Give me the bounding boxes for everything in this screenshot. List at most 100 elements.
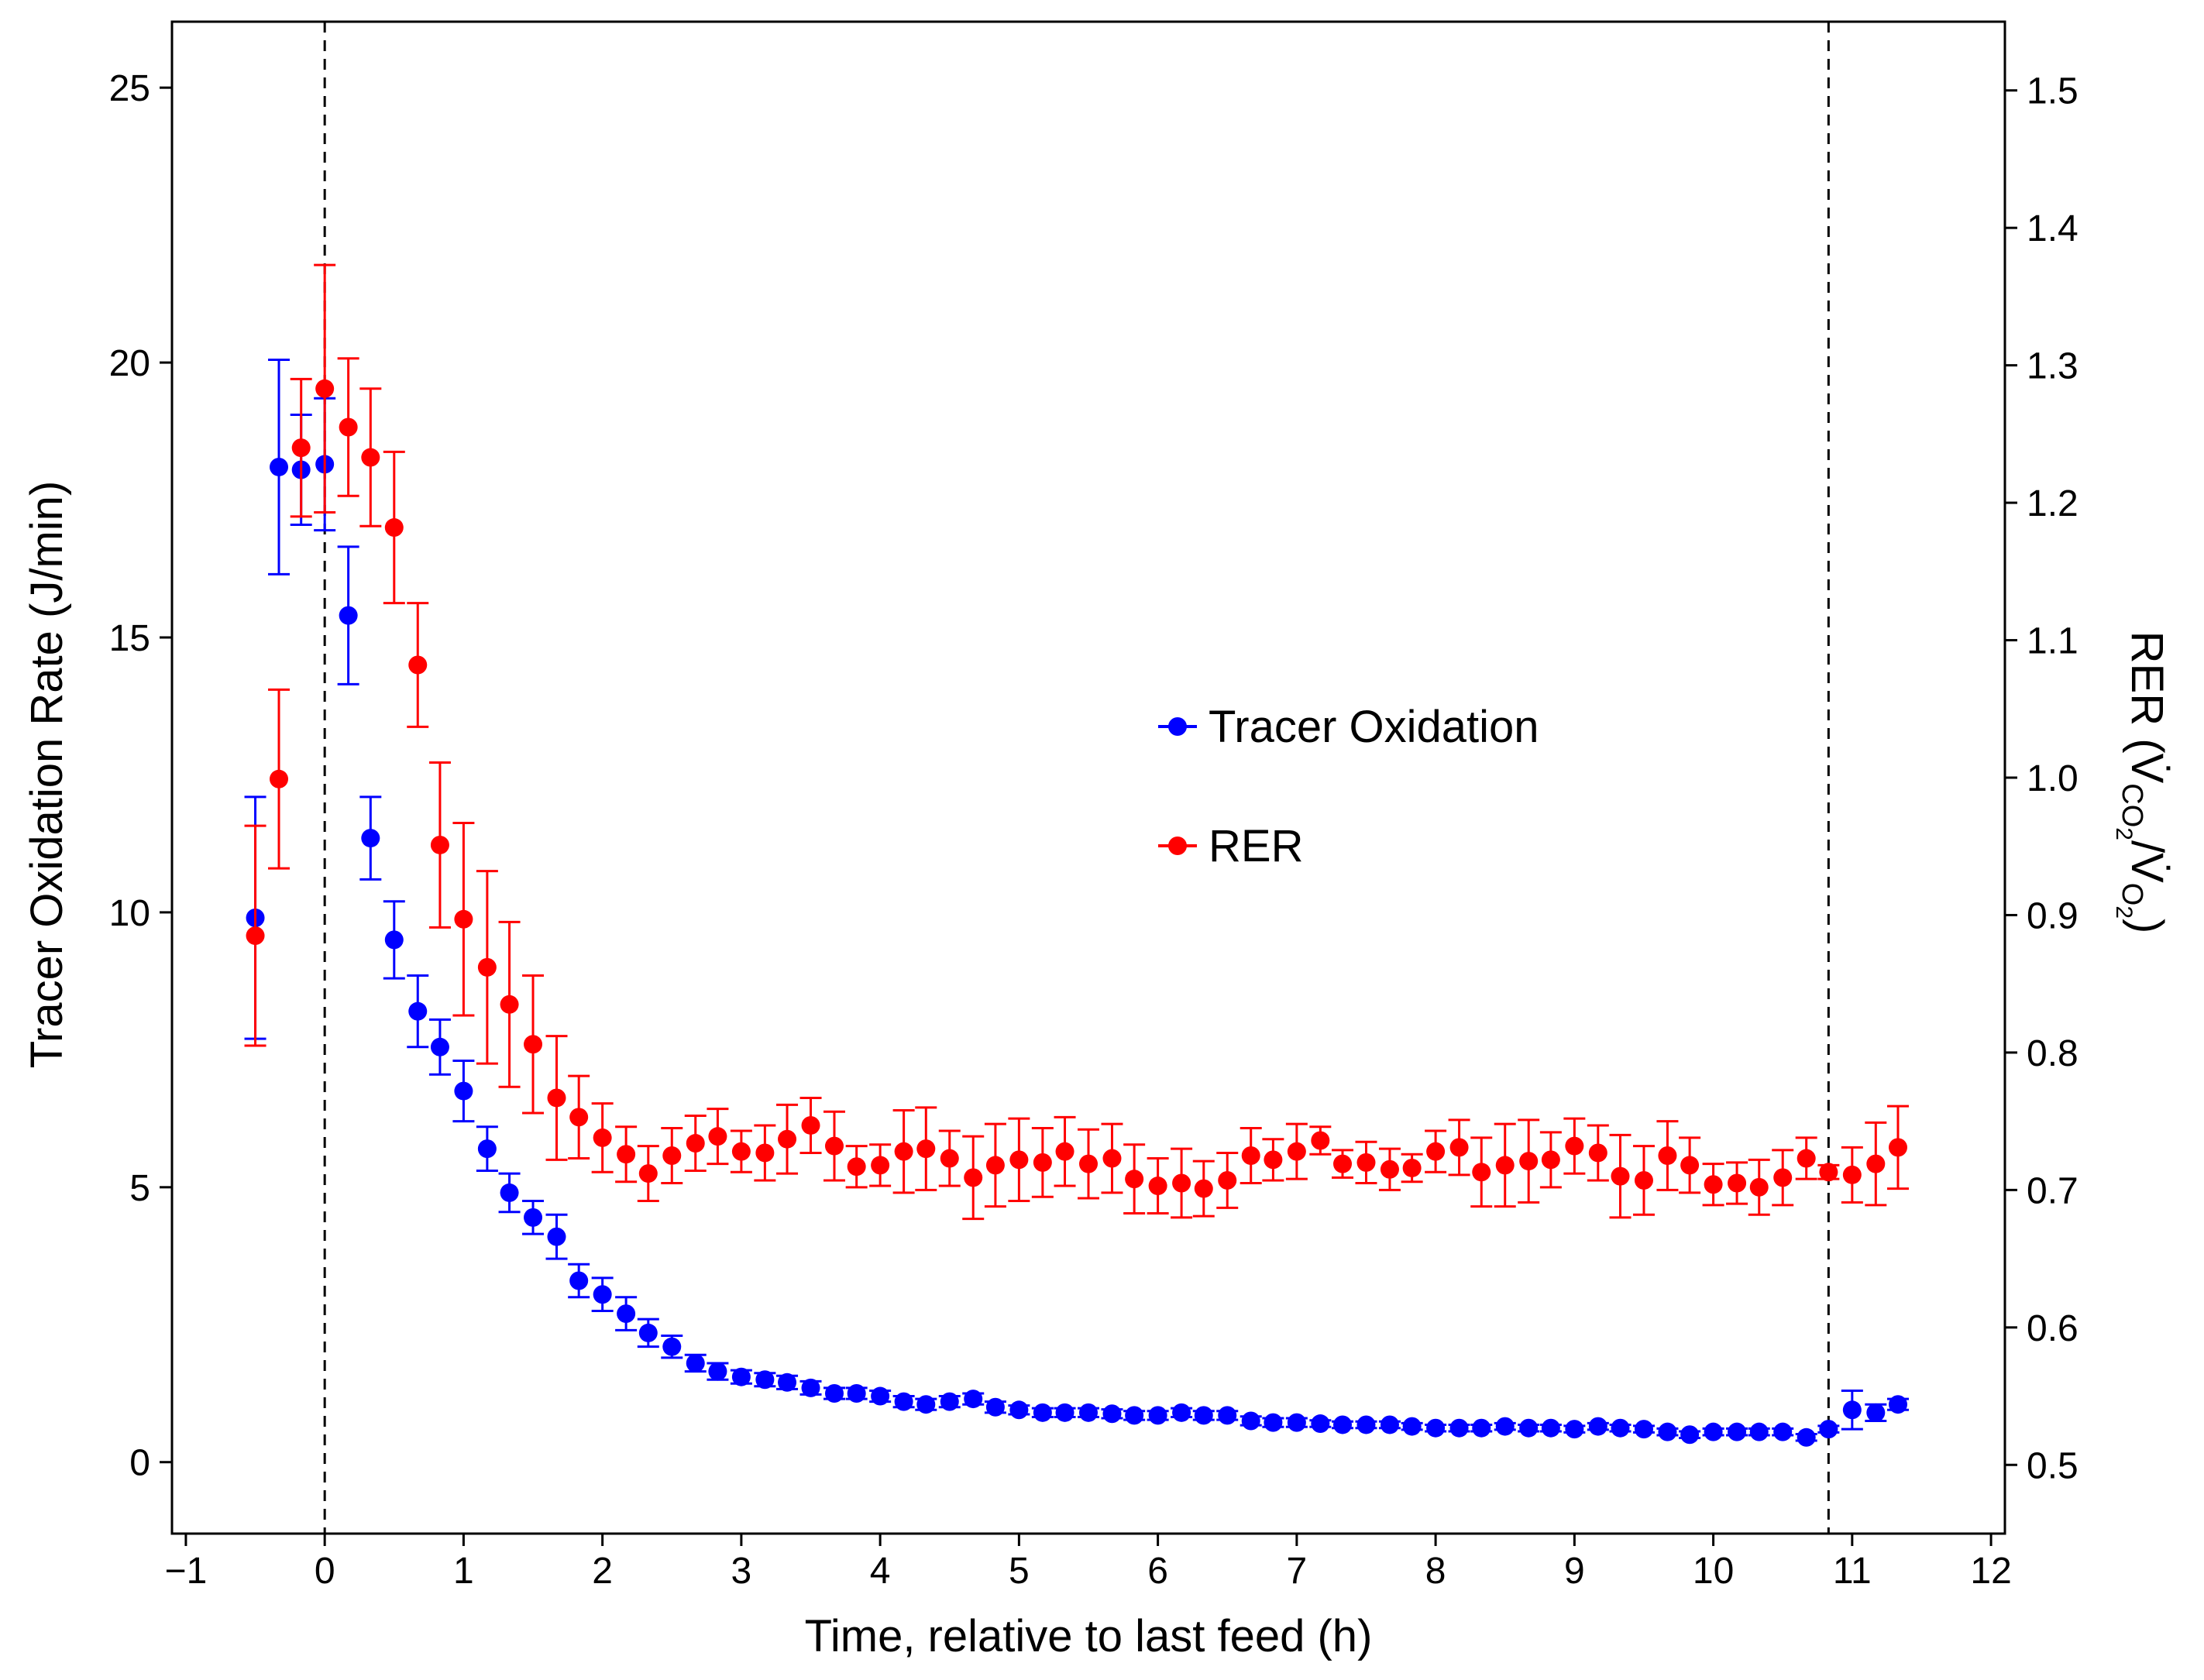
data-point [1541, 1418, 1560, 1438]
data-point [1472, 1418, 1491, 1438]
y-right-tick-label: 0.8 [2027, 1033, 2078, 1074]
data-point [847, 1383, 866, 1403]
x-tick-label: 3 [731, 1551, 752, 1592]
data-point [617, 1304, 636, 1324]
data-point [430, 1037, 449, 1056]
data-point [1728, 1173, 1747, 1193]
legend-label-tracer-oxidation: Tracer Oxidation [1209, 702, 1539, 752]
reference-lines [323, 22, 1830, 1534]
y-right-tick-label: 1.1 [2027, 621, 2078, 662]
data-point [1264, 1413, 1283, 1432]
legend-marker-rer [1168, 837, 1187, 855]
data-point [708, 1362, 727, 1381]
data-point [593, 1128, 612, 1147]
data-point [291, 438, 311, 458]
y-left-tick-label: 15 [109, 618, 150, 659]
x-axis-title: Time, relative to last feed (h) [805, 1611, 1373, 1661]
data-point [430, 835, 449, 854]
data-point [1356, 1415, 1376, 1434]
data-point [315, 379, 335, 398]
data-point [1749, 1177, 1769, 1197]
y-right-tick-label: 0.9 [2027, 895, 2078, 936]
x-tick-label: 6 [1147, 1551, 1168, 1592]
rer-title-v1: V̇ [2122, 754, 2172, 784]
data-point [547, 1227, 566, 1246]
data-point [1588, 1417, 1607, 1436]
x-tick-label: 9 [1564, 1551, 1585, 1592]
data-point [1033, 1153, 1052, 1172]
data-point [477, 1139, 497, 1159]
data-point [1218, 1170, 1237, 1190]
data-point [1079, 1154, 1098, 1173]
y-axis-right: 0.5 0.6 0.7 0.8 0.9 1.0 1.1 1.2 1.3 1.4 1.5 [2005, 71, 2078, 1486]
data-point [940, 1149, 959, 1168]
data-point [1819, 1420, 1838, 1439]
data-point [1426, 1418, 1446, 1438]
y-axis-left: 0 5 10 15 20 25 [109, 68, 172, 1484]
data-point [1680, 1425, 1700, 1445]
data-point [1380, 1415, 1399, 1434]
data-point [686, 1134, 705, 1153]
legend-marker-tracer-oxidation [1168, 717, 1187, 736]
y-right-tick-label: 1.4 [2027, 208, 2078, 249]
data-point [1194, 1179, 1213, 1198]
y-right-tick-label: 1.2 [2027, 483, 2078, 524]
y-right-tick-label: 0.5 [2027, 1445, 2078, 1486]
data-point [270, 769, 289, 788]
data-point [1658, 1422, 1677, 1441]
data-point [1333, 1415, 1353, 1434]
data-point [1102, 1149, 1122, 1168]
data-point [871, 1386, 890, 1406]
data-point [638, 1164, 658, 1184]
data-point [524, 1035, 543, 1054]
data-point [246, 926, 265, 946]
data-point [1148, 1177, 1167, 1196]
data-point [1611, 1418, 1630, 1438]
data-point [1449, 1418, 1469, 1438]
data-point [1588, 1143, 1607, 1163]
data-point [916, 1139, 936, 1159]
data-point [1449, 1138, 1469, 1157]
y-axis-left-title: Tracer Oxidation Rate (J/min) [22, 481, 72, 1069]
data-point [801, 1115, 820, 1135]
data-point [547, 1088, 566, 1108]
series-tracer-oxidation [244, 359, 1909, 1447]
data-point [408, 1001, 428, 1021]
data-point [1148, 1406, 1167, 1425]
data-point [500, 995, 519, 1014]
data-point [361, 829, 380, 848]
data-point [593, 1285, 612, 1304]
data-point [916, 1395, 936, 1414]
data-point [1634, 1420, 1653, 1439]
data-point [1797, 1427, 1816, 1447]
legend-item-tracer-oxidation: Tracer Oxidation [1158, 702, 1539, 752]
legend-label-rer: RER [1209, 821, 1303, 871]
data-point [686, 1353, 705, 1373]
data-point [1773, 1168, 1793, 1187]
data-point [1866, 1403, 1886, 1422]
data-point [1565, 1420, 1584, 1439]
data-point [1125, 1406, 1144, 1425]
data-point [662, 1146, 682, 1165]
y-right-tick-label: 1.3 [2027, 346, 2078, 387]
data-point [755, 1143, 775, 1163]
data-point [731, 1142, 751, 1161]
y-left-tick-label: 10 [109, 893, 150, 934]
data-point [755, 1370, 775, 1390]
y-right-tick-label: 0.7 [2027, 1170, 2078, 1211]
data-point [940, 1392, 959, 1411]
data-point [847, 1157, 866, 1177]
x-tick-label: 8 [1425, 1551, 1446, 1592]
data-point [1218, 1406, 1237, 1425]
data-point [477, 957, 497, 977]
x-tick-label: 7 [1287, 1551, 1308, 1592]
data-point [1866, 1154, 1886, 1173]
data-point [1287, 1413, 1306, 1432]
data-point [1495, 1417, 1515, 1436]
data-point [1264, 1150, 1283, 1170]
data-point [454, 1081, 473, 1101]
data-point [1102, 1404, 1122, 1424]
data-point [1055, 1142, 1074, 1161]
legend-item-rer: RER [1158, 821, 1303, 871]
data-point [384, 518, 404, 538]
